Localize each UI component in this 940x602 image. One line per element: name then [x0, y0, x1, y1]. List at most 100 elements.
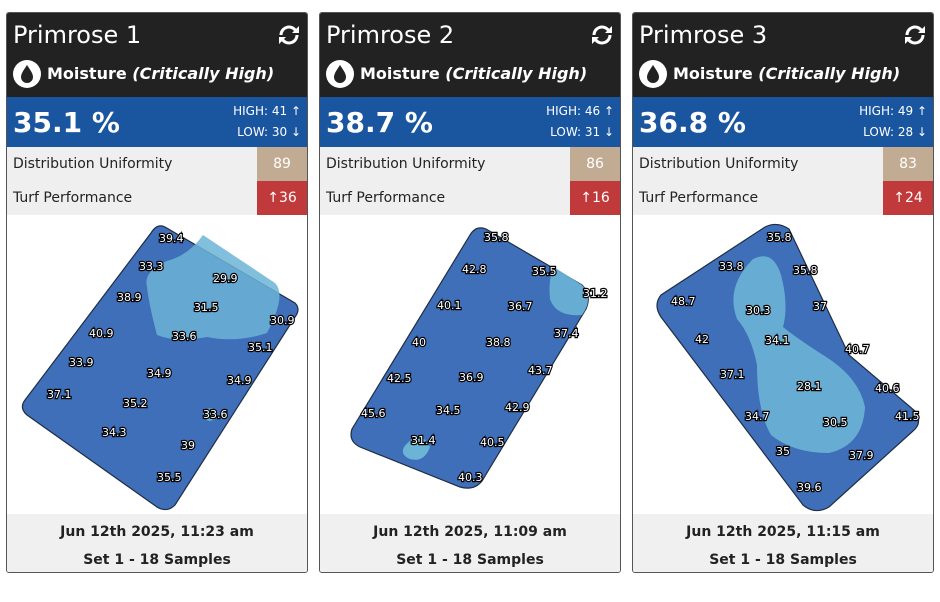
sample-label: 33.6	[203, 408, 228, 421]
metric-label: Moisture	[673, 64, 753, 83]
high-label: HIGH: 46	[546, 104, 601, 118]
sample-label: 36.7	[508, 300, 533, 313]
tp-value: 36	[278, 190, 297, 206]
moisture-value: 38.7 %	[326, 106, 433, 139]
tp-badge: ↑24	[883, 181, 933, 215]
high-reading: HIGH: 41 ↑	[233, 104, 301, 118]
water-drop-icon	[326, 60, 354, 88]
sample-label: 39.6	[797, 481, 822, 494]
field-card-2: Primrose 2 Moisture (Critically High) 38…	[319, 12, 621, 573]
refresh-icon[interactable]	[277, 23, 301, 47]
turf-performance-row: Turf Performance ↑16	[320, 181, 620, 215]
sample-label: 40.7	[845, 343, 870, 356]
metric-label: Moisture	[360, 64, 440, 83]
sample-label: 31.5	[194, 301, 219, 314]
sample-label: 38.8	[486, 336, 511, 349]
sample-label: 35	[776, 445, 790, 458]
high-label: HIGH: 49	[859, 104, 914, 118]
sample-label: 33.6	[172, 330, 197, 343]
sample-label: 41.5	[895, 410, 920, 423]
sample-label: 40.5	[480, 436, 505, 449]
tp-value: 16	[591, 190, 610, 206]
moisture-heatmap[interactable]: 35.8 42.8 35.5 31.2 40.1 36.7 37.4 40 38…	[320, 215, 620, 515]
sample-label: 33.3	[139, 260, 164, 273]
low-label: LOW: 31	[550, 125, 601, 139]
sample-label: 30.3	[746, 304, 771, 317]
turf-performance-row: Turf Performance ↑24	[633, 181, 933, 215]
sample-label: 42	[695, 333, 709, 346]
arrow-down-icon: ↓	[603, 125, 614, 139]
sample-label: 37.1	[720, 368, 745, 381]
moisture-heatmap[interactable]: 39.4 33.3 29.9 38.9 31.5 30.9 40.9 33.6 …	[7, 215, 307, 515]
sample-label: 34.3	[102, 426, 127, 439]
distribution-uniformity-row: Distribution Uniformity 89	[7, 147, 307, 181]
reading-date: Jun 12th 2025, 11:15 am	[686, 524, 880, 540]
sample-label: 31.2	[583, 287, 608, 300]
sample-label: 29.9	[213, 272, 238, 285]
sample-labels: 35.8 42.8 35.5 31.2 40.1 36.7 37.4 40 38…	[360, 230, 609, 485]
sample-label: 40.9	[89, 327, 114, 340]
status-label: (Critically High)	[445, 64, 588, 83]
sample-count: Set 1 - 18 Samples	[396, 552, 544, 568]
value-bar: 35.1 % HIGH: 41 ↑ LOW: 30 ↓	[7, 97, 307, 147]
moisture-status: Moisture (Critically High)	[47, 64, 274, 83]
low-reading: LOW: 31 ↓	[550, 125, 614, 139]
refresh-icon[interactable]	[590, 23, 614, 47]
sample-label: 43.7	[528, 364, 553, 377]
tp-badge: ↑16	[570, 181, 620, 215]
arrow-up-icon: ↑	[290, 104, 301, 118]
arrow-up-icon: ↑	[580, 190, 592, 206]
arrow-up-icon: ↑	[916, 104, 927, 118]
card-footer: Jun 12th 2025, 11:23 am Set 1 - 18 Sampl…	[7, 514, 307, 572]
low-reading: LOW: 30 ↓	[237, 125, 301, 139]
sample-label: 35.5	[157, 471, 182, 484]
low-label: LOW: 30	[237, 125, 288, 139]
reading-date: Jun 12th 2025, 11:09 am	[373, 524, 567, 540]
sample-label: 34.7	[745, 410, 770, 423]
sample-label: 33.8	[719, 260, 744, 273]
sample-label: 37.4	[554, 327, 579, 340]
du-value: 83	[883, 147, 933, 181]
du-value: 86	[570, 147, 620, 181]
sample-label: 42.8	[462, 263, 487, 276]
du-label: Distribution Uniformity	[639, 156, 799, 172]
sample-label: 40.3	[458, 471, 483, 484]
card-header: Primrose 2 Moisture (Critically High)	[320, 13, 620, 97]
sample-label: 36.9	[459, 371, 484, 384]
refresh-icon[interactable]	[903, 23, 927, 47]
sample-label: 33.9	[69, 356, 94, 369]
tp-label: Turf Performance	[13, 190, 133, 206]
status-label: (Critically High)	[132, 64, 275, 83]
sample-label: 40.1	[437, 299, 462, 312]
high-reading: HIGH: 46 ↑	[546, 104, 614, 118]
du-value: 89	[257, 147, 307, 181]
sample-label: 48.7	[671, 295, 696, 308]
moisture-status: Moisture (Critically High)	[360, 64, 587, 83]
moisture-heatmap[interactable]: 35.8 33.8 35.8 48.7 30.3 37 42 34.1 40.7…	[633, 215, 933, 515]
moisture-status: Moisture (Critically High)	[673, 64, 900, 83]
tp-label: Turf Performance	[326, 190, 446, 206]
card-title: Primrose 1	[13, 21, 142, 49]
sample-label: 37.9	[849, 449, 874, 462]
card-footer: Jun 12th 2025, 11:15 am Set 1 - 18 Sampl…	[633, 514, 933, 572]
sample-label: 37	[813, 300, 827, 313]
sample-label: 35.1	[248, 341, 273, 354]
du-label: Distribution Uniformity	[13, 156, 173, 172]
distribution-uniformity-row: Distribution Uniformity 86	[320, 147, 620, 181]
value-bar: 36.8 % HIGH: 49 ↑ LOW: 28 ↓	[633, 97, 933, 147]
sample-label: 40.6	[875, 382, 900, 395]
arrow-down-icon: ↓	[916, 125, 927, 139]
sample-count: Set 1 - 18 Samples	[709, 552, 857, 568]
sample-label: 38.9	[117, 291, 142, 304]
reading-date: Jun 12th 2025, 11:23 am	[60, 524, 254, 540]
moisture-value: 36.8 %	[639, 106, 746, 139]
tp-label: Turf Performance	[639, 190, 759, 206]
water-drop-icon	[13, 60, 41, 88]
field-card-3: Primrose 3 Moisture (Critically High) 36…	[632, 12, 934, 573]
sample-count: Set 1 - 18 Samples	[83, 552, 231, 568]
distribution-uniformity-row: Distribution Uniformity 83	[633, 147, 933, 181]
tp-value: 24	[904, 190, 923, 206]
low-reading: LOW: 28 ↓	[863, 125, 927, 139]
du-label: Distribution Uniformity	[326, 156, 486, 172]
sample-labels: 39.4 33.3 29.9 38.9 31.5 30.9 40.9 33.6 …	[46, 231, 296, 485]
